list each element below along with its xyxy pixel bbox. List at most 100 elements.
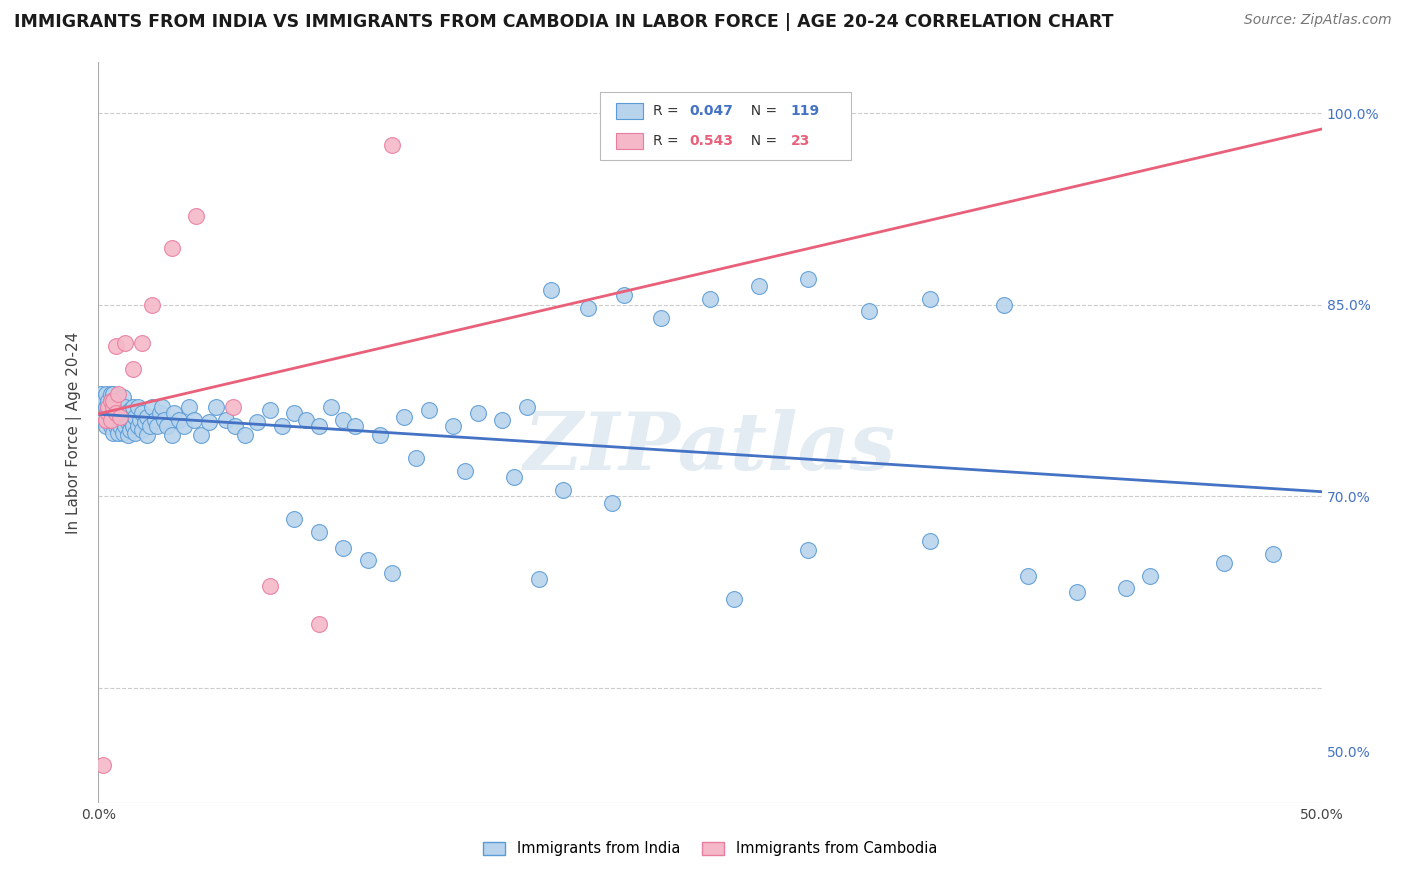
Point bbox=[127, 419, 149, 434]
Point bbox=[381, 566, 404, 580]
Point bbox=[295, 413, 318, 427]
Point bbox=[120, 413, 142, 427]
Point bbox=[214, 413, 236, 427]
Point bbox=[94, 387, 117, 401]
Point bbox=[143, 413, 166, 427]
Point bbox=[97, 400, 120, 414]
Point bbox=[160, 428, 183, 442]
Point bbox=[136, 410, 159, 425]
Point bbox=[94, 413, 117, 427]
Point bbox=[101, 400, 124, 414]
Point bbox=[163, 407, 186, 421]
Point bbox=[104, 400, 127, 414]
Point bbox=[117, 416, 139, 430]
Point bbox=[111, 413, 134, 427]
Point bbox=[107, 387, 129, 401]
Point bbox=[699, 292, 721, 306]
Point bbox=[114, 336, 136, 351]
Point bbox=[141, 298, 163, 312]
Point bbox=[160, 240, 183, 255]
Point bbox=[104, 407, 127, 421]
Point bbox=[344, 419, 367, 434]
Point bbox=[1066, 585, 1088, 599]
Point bbox=[283, 512, 305, 526]
Point bbox=[94, 413, 117, 427]
Point bbox=[576, 301, 599, 315]
Point bbox=[993, 298, 1015, 312]
Point bbox=[104, 339, 127, 353]
Y-axis label: In Labor Force | Age 20-24: In Labor Force | Age 20-24 bbox=[66, 332, 83, 533]
Point bbox=[114, 409, 136, 423]
Point bbox=[107, 393, 129, 408]
Point bbox=[308, 525, 330, 540]
Point bbox=[270, 419, 294, 434]
Text: 23: 23 bbox=[790, 135, 810, 148]
Point bbox=[441, 419, 464, 434]
Point bbox=[308, 617, 330, 632]
Point bbox=[139, 419, 162, 434]
Point bbox=[319, 400, 342, 414]
Point bbox=[110, 407, 132, 421]
Point bbox=[259, 402, 281, 417]
Point bbox=[1212, 556, 1234, 570]
Point bbox=[104, 393, 127, 408]
Point bbox=[748, 278, 770, 293]
Text: R =: R = bbox=[652, 104, 682, 118]
Point bbox=[100, 387, 122, 401]
Point bbox=[797, 272, 820, 286]
Point bbox=[356, 553, 378, 567]
Point bbox=[100, 393, 122, 408]
Text: N =: N = bbox=[742, 135, 782, 148]
Point bbox=[540, 283, 562, 297]
Point bbox=[259, 579, 281, 593]
Point bbox=[97, 400, 120, 414]
Point bbox=[91, 413, 114, 427]
Point bbox=[858, 304, 880, 318]
FancyBboxPatch shape bbox=[600, 92, 851, 161]
Point bbox=[246, 416, 269, 430]
Point bbox=[124, 410, 146, 425]
Point bbox=[110, 419, 132, 434]
Point bbox=[1017, 568, 1039, 582]
Point bbox=[101, 400, 124, 414]
Point bbox=[183, 413, 205, 427]
Point bbox=[1139, 568, 1161, 582]
Point bbox=[94, 400, 117, 414]
Point bbox=[920, 534, 942, 549]
Point bbox=[553, 483, 575, 497]
Point bbox=[149, 407, 172, 421]
Point bbox=[101, 393, 124, 408]
Point bbox=[233, 428, 256, 442]
FancyBboxPatch shape bbox=[616, 133, 643, 150]
Point bbox=[368, 428, 391, 442]
Point bbox=[104, 419, 127, 434]
Point bbox=[101, 413, 124, 427]
Point bbox=[124, 425, 146, 440]
Point bbox=[650, 310, 672, 325]
Point bbox=[146, 419, 169, 434]
Point bbox=[283, 407, 305, 421]
Point bbox=[491, 413, 513, 427]
Point bbox=[467, 407, 489, 421]
Text: 0.543: 0.543 bbox=[689, 135, 734, 148]
Point bbox=[332, 541, 354, 555]
Point bbox=[197, 416, 219, 430]
Point bbox=[104, 407, 127, 421]
Point bbox=[131, 423, 153, 437]
Point bbox=[141, 400, 163, 414]
Point bbox=[94, 419, 117, 434]
Point bbox=[308, 419, 330, 434]
Point bbox=[120, 423, 142, 437]
Point bbox=[134, 416, 156, 430]
Text: Source: ZipAtlas.com: Source: ZipAtlas.com bbox=[1244, 13, 1392, 28]
Point bbox=[101, 425, 124, 440]
Point bbox=[405, 451, 427, 466]
Point bbox=[920, 292, 942, 306]
Point bbox=[418, 402, 440, 417]
Point bbox=[90, 387, 112, 401]
Point bbox=[131, 407, 153, 421]
Point bbox=[723, 591, 745, 606]
Point bbox=[121, 400, 143, 414]
Point bbox=[97, 413, 120, 427]
Point bbox=[107, 413, 129, 427]
